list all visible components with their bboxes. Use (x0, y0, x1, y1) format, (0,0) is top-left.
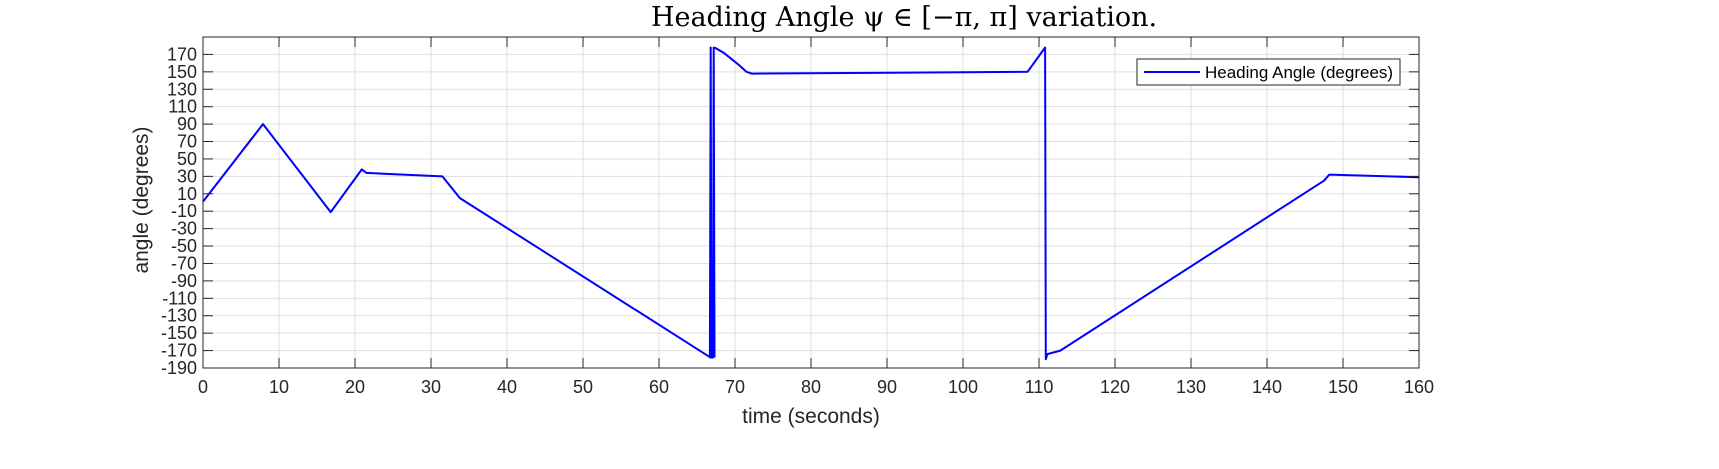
y-tick-label: -110 (162, 288, 197, 308)
x-tick-label: 140 (1252, 377, 1282, 397)
y-tick-label: -190 (161, 358, 197, 378)
x-tick-label: 90 (877, 377, 897, 397)
series-line (714, 46, 1420, 361)
y-tick-label: -70 (171, 253, 197, 273)
y-tick-label: 150 (167, 62, 197, 82)
x-axis-label: time (seconds) (742, 405, 880, 428)
y-tick-label: 50 (177, 149, 197, 169)
x-tick-label: 10 (269, 377, 289, 397)
y-tick-label: 70 (177, 132, 197, 152)
y-tick-label: 30 (177, 166, 197, 186)
x-tick-label: 150 (1328, 377, 1358, 397)
y-tick-label: -50 (171, 236, 197, 256)
x-tick-label: 110 (1025, 377, 1054, 397)
x-tick-label: 160 (1404, 377, 1434, 397)
y-tick-label: 170 (167, 44, 197, 64)
x-tick-label: 50 (573, 377, 593, 397)
y-tick-label: -150 (161, 323, 197, 343)
x-tick-label: 70 (725, 377, 745, 397)
grid (202, 37, 1420, 369)
y-tick-label: -10 (171, 201, 197, 221)
x-tick-label: 60 (649, 377, 669, 397)
y-tick-label: 130 (167, 79, 197, 99)
x-tick-label: 80 (801, 377, 821, 397)
x-tick-label: 30 (421, 377, 441, 397)
x-tick-label: 20 (345, 377, 365, 397)
y-axis-label: angle (degrees) (130, 126, 153, 273)
legend: Heading Angle (degrees) (1136, 58, 1401, 86)
chart-title: Heading Angle ψ ∈ [−π, π] variation. (651, 2, 1157, 33)
y-tick-label: -170 (161, 341, 197, 361)
y-tick-label: 10 (177, 184, 197, 204)
ticks: 0 10 20 30 40 50 60 70 80 90 100 110 120 130 140 150 160… (161, 37, 1434, 397)
data-series (202, 46, 1420, 361)
y-tick-label: -90 (171, 271, 197, 291)
y-tick-label: 110 (168, 97, 197, 117)
legend-label: Heading Angle (degrees) (1205, 63, 1393, 82)
x-tick-label: 0 (198, 377, 208, 397)
y-tick-label: -130 (161, 306, 197, 326)
y-tick-label: 90 (177, 114, 197, 134)
x-tick-label: 100 (948, 377, 978, 397)
x-tick-label: 130 (1176, 377, 1206, 397)
x-tick-label: 40 (497, 377, 517, 397)
x-tick-label: 120 (1100, 377, 1130, 397)
y-tick-label: -30 (171, 219, 197, 239)
series-line (202, 46, 716, 359)
